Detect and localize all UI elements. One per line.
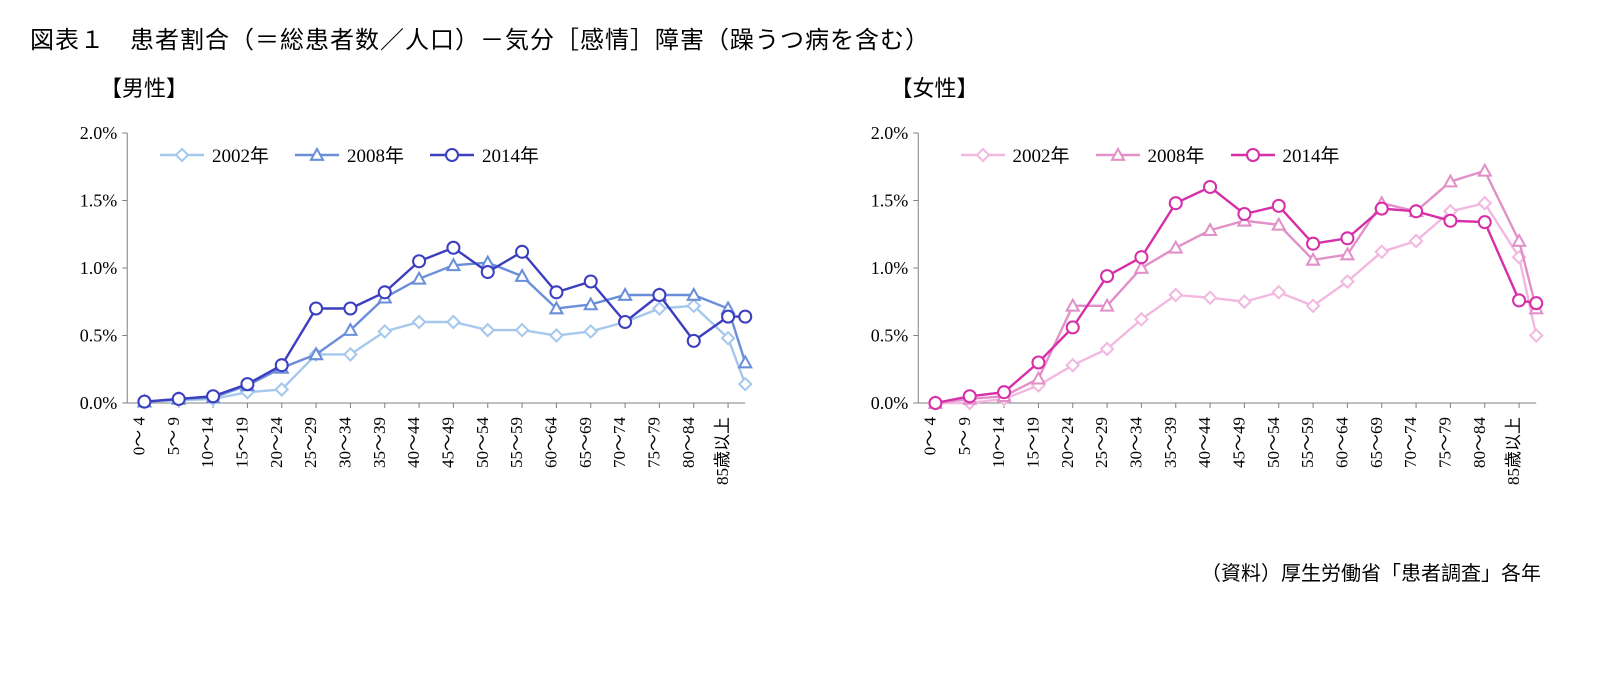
svg-text:2.0%: 2.0% bbox=[870, 123, 908, 143]
svg-text:0.5%: 0.5% bbox=[80, 326, 118, 346]
svg-text:40～44: 40～44 bbox=[404, 417, 423, 468]
svg-text:25～29: 25～29 bbox=[301, 417, 320, 468]
legend-item: 2014年 bbox=[430, 141, 539, 168]
legend-swatch bbox=[430, 147, 474, 163]
svg-text:0～ 4: 0～ 4 bbox=[920, 417, 939, 456]
svg-text:1.0%: 1.0% bbox=[80, 258, 118, 278]
panels-row: 【男性】 2002年 2008年 2014年 0.0% 0.5% 1.0% 1.5% 2.0… bbox=[30, 71, 1571, 553]
legend-item: 2008年 bbox=[295, 141, 404, 168]
svg-text:45～49: 45～49 bbox=[438, 417, 457, 468]
svg-text:60～64: 60～64 bbox=[541, 417, 560, 468]
svg-text:15～19: 15～19 bbox=[1023, 417, 1042, 468]
legend-swatch bbox=[295, 147, 339, 163]
panel-male: 【男性】 2002年 2008年 2014年 0.0% 0.5% 1.0% 1.5% 2.0… bbox=[30, 71, 781, 553]
svg-text:70～74: 70～74 bbox=[610, 417, 629, 468]
svg-text:35～39: 35～39 bbox=[1160, 417, 1179, 468]
legend-male: 2002年 2008年 2014年 bbox=[160, 141, 539, 168]
svg-text:70～74: 70～74 bbox=[1401, 417, 1420, 468]
svg-text:50～54: 50～54 bbox=[1263, 417, 1282, 468]
panel-female-heading: 【女性】 bbox=[891, 71, 1572, 103]
legend-swatch bbox=[160, 147, 204, 163]
chart-female-wrap: 2002年 2008年 2014年 0.0% 0.5% 1.0% 1.5% 2.0% 0～ 4… bbox=[821, 113, 1572, 553]
svg-text:15～19: 15～19 bbox=[232, 417, 251, 468]
svg-text:30～34: 30～34 bbox=[1126, 417, 1145, 468]
legend-swatch bbox=[1231, 147, 1275, 163]
svg-text:50～54: 50～54 bbox=[473, 417, 492, 468]
svg-text:85歳以上: 85歳以上 bbox=[1504, 417, 1523, 485]
legend-label: 2002年 bbox=[1013, 141, 1070, 168]
svg-text:35～39: 35～39 bbox=[370, 417, 389, 468]
svg-text:1.5%: 1.5% bbox=[80, 191, 118, 211]
panel-male-heading: 【男性】 bbox=[100, 71, 781, 103]
svg-text:1.0%: 1.0% bbox=[870, 258, 908, 278]
svg-text:25～29: 25～29 bbox=[1092, 417, 1111, 468]
panel-female: 【女性】 2002年 2008年 2014年 0.0% 0.5% 1.0% 1.5% 2.0… bbox=[821, 71, 1572, 553]
legend-item: 2008年 bbox=[1096, 141, 1205, 168]
chart-female: 0.0% 0.5% 1.0% 1.5% 2.0% 0～ 4 5～ 9 10～14 15～19 20… bbox=[821, 113, 1572, 553]
legend-item: 2002年 bbox=[961, 141, 1070, 168]
source-note: （資料）厚生労働省「患者調査」各年 bbox=[30, 557, 1571, 586]
svg-text:5～ 9: 5～ 9 bbox=[954, 417, 973, 455]
chart-male: 0.0%0.5%1.0%1.5%2.0%0～ 45～ 910～1415～1920… bbox=[30, 113, 781, 553]
svg-text:80～84: 80～84 bbox=[1469, 417, 1488, 468]
svg-text:55～59: 55～59 bbox=[1298, 417, 1317, 468]
legend-label: 2014年 bbox=[482, 141, 539, 168]
svg-text:55～59: 55～59 bbox=[507, 417, 526, 468]
svg-text:10～14: 10～14 bbox=[198, 417, 217, 468]
svg-text:5～ 9: 5～ 9 bbox=[164, 417, 183, 455]
svg-text:75～79: 75～79 bbox=[644, 417, 663, 468]
legend-label: 2008年 bbox=[1148, 141, 1205, 168]
legend-swatch bbox=[961, 147, 1005, 163]
svg-text:10～14: 10～14 bbox=[989, 417, 1008, 468]
svg-text:75～79: 75～79 bbox=[1435, 417, 1454, 468]
legend-item: 2014年 bbox=[1231, 141, 1340, 168]
svg-text:20～24: 20～24 bbox=[267, 417, 286, 468]
figure-title: 図表１ 患者割合（＝総患者数／人口）－気分［感情］障害（躁うつ病を含む） bbox=[30, 20, 1571, 55]
svg-text:0.0%: 0.0% bbox=[870, 393, 908, 413]
svg-text:1.5%: 1.5% bbox=[870, 191, 908, 211]
svg-text:0～ 4: 0～ 4 bbox=[129, 417, 148, 456]
svg-text:0.0%: 0.0% bbox=[80, 393, 118, 413]
legend-label: 2014年 bbox=[1283, 141, 1340, 168]
legend-item: 2002年 bbox=[160, 141, 269, 168]
svg-text:80～84: 80～84 bbox=[679, 417, 698, 468]
svg-text:65～69: 65～69 bbox=[576, 417, 595, 468]
svg-text:45～49: 45～49 bbox=[1229, 417, 1248, 468]
legend-label: 2002年 bbox=[212, 141, 269, 168]
svg-text:60～64: 60～64 bbox=[1332, 417, 1351, 468]
legend-swatch bbox=[1096, 147, 1140, 163]
svg-text:85歳以上: 85歳以上 bbox=[713, 417, 732, 485]
legend-female: 2002年 2008年 2014年 bbox=[961, 141, 1340, 168]
svg-text:40～44: 40～44 bbox=[1195, 417, 1214, 468]
svg-text:20～24: 20～24 bbox=[1057, 417, 1076, 468]
svg-text:2.0%: 2.0% bbox=[80, 123, 118, 143]
svg-text:65～69: 65～69 bbox=[1366, 417, 1385, 468]
svg-text:0.5%: 0.5% bbox=[870, 326, 908, 346]
chart-male-wrap: 2002年 2008年 2014年 0.0% 0.5% 1.0% 1.5% 2.0% 0～ 4… bbox=[30, 113, 781, 553]
legend-label: 2008年 bbox=[347, 141, 404, 168]
svg-text:30～34: 30～34 bbox=[335, 417, 354, 468]
